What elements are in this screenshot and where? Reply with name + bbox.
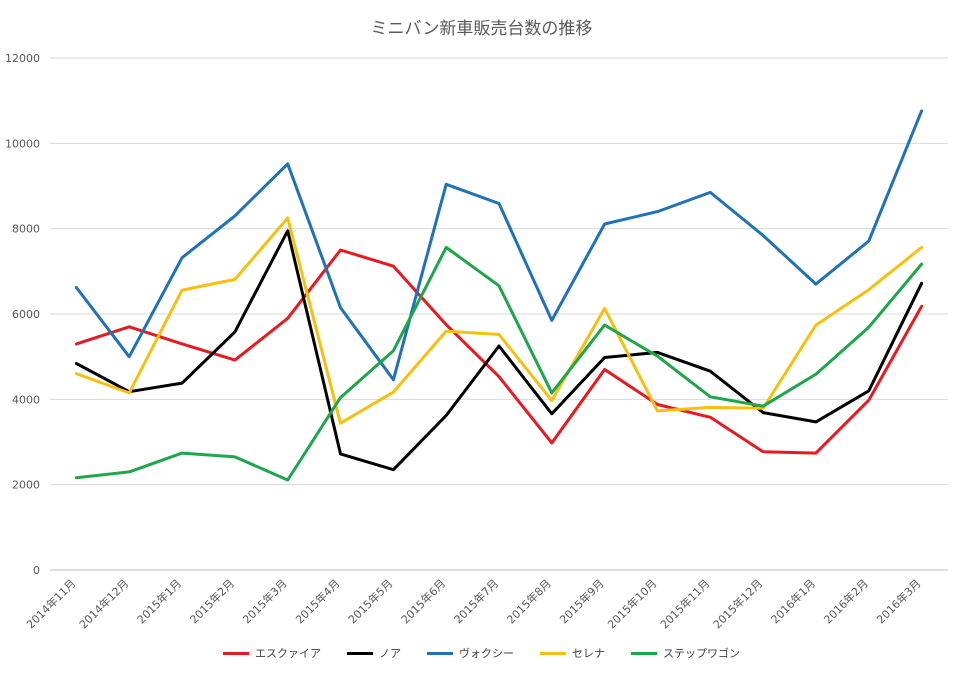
legend-swatch [223, 651, 249, 655]
y-tick-label: 4000 [12, 393, 40, 406]
y-tick-label: 10000 [5, 137, 40, 150]
series-line-5 [74, 245, 924, 482]
x-tick-label: 2015年10月 [604, 576, 659, 631]
legend-swatch [347, 651, 373, 655]
legend-item: ステップワゴン [631, 645, 740, 661]
legend-item: セレナ [540, 645, 605, 661]
legend-swatch [540, 651, 566, 655]
y-tick-label: 6000 [12, 308, 40, 321]
legend-swatch [427, 651, 453, 655]
y-tick-label: 0 [33, 564, 40, 577]
legend-label: ステップワゴン [663, 647, 740, 660]
series-line-2 [74, 229, 924, 472]
x-tick-label: 2015年6月 [398, 576, 448, 626]
x-tick-label: 2015年1月 [134, 576, 184, 626]
y-tick-label: 8000 [12, 223, 40, 236]
chart-legend: エスクァイア ノア ヴォクシー セレナ ステップワゴン [0, 645, 963, 661]
y-tick-label: 2000 [12, 479, 40, 492]
x-tick-label: 2015年9月 [557, 576, 607, 626]
x-tick-label: 2015年7月 [451, 576, 501, 626]
x-tick-label: 2016年1月 [768, 576, 818, 626]
x-tick-label: 2015年2月 [187, 576, 237, 626]
chart-title: ミニバン新車販売台数の推移 [370, 19, 593, 39]
y-tick-label: 12000 [5, 52, 40, 65]
legend-item: エスクァイア [223, 645, 321, 661]
x-tick-label: 2015年8月 [504, 576, 554, 626]
x-tick-label: 2015年12月 [710, 576, 765, 631]
series-line-3 [74, 109, 924, 382]
x-tick-label: 2015年11月 [657, 576, 712, 631]
x-tick-label: 2016年3月 [874, 576, 924, 626]
x-tick-label: 2014年12月 [76, 576, 131, 631]
legend-label: ヴォクシー [459, 647, 514, 660]
x-tick-label: 2016年2月 [821, 576, 871, 626]
x-tick-label: 2015年3月 [240, 576, 290, 626]
x-tick-label: 2014年11月 [23, 576, 78, 631]
legend-label: セレナ [572, 647, 605, 660]
x-tick-label: 2015年4月 [292, 576, 342, 626]
x-tick-label: 2015年5月 [345, 576, 395, 626]
legend-item: ノア [347, 645, 401, 661]
series-line-4 [74, 216, 924, 425]
legend-label: ノア [379, 647, 401, 660]
legend-label: エスクァイア [255, 647, 321, 660]
legend-swatch [631, 651, 657, 655]
series-line-1 [74, 248, 924, 455]
legend-item: ヴォクシー [427, 645, 514, 661]
